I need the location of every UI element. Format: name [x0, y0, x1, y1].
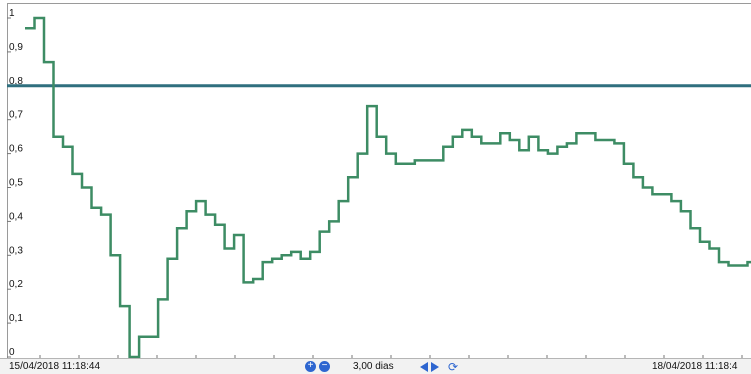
- end-date-label: 18/04/2018 11:18:4: [652, 361, 738, 372]
- trend-chart: 0 0,1 0,2 0,3 0,4 0,5 0,6 0,7 0,8 0,9 1: [7, 8, 751, 359]
- plot-area: [7, 3, 751, 358]
- y-tick-label: 0,6: [9, 144, 23, 155]
- y-tick-label: 0,8: [9, 76, 23, 87]
- y-tick-label: 0,4: [9, 211, 23, 222]
- next-icon[interactable]: [431, 362, 439, 372]
- period-label: 3,00 dias: [353, 361, 394, 372]
- y-tick-label: 0,2: [9, 279, 23, 290]
- start-date-label: 15/04/2018 11:18:44: [9, 361, 101, 372]
- y-tick-label: 0: [9, 347, 15, 358]
- refresh-icon[interactable]: ⟳: [448, 360, 459, 374]
- zoom-out-icon[interactable]: −: [319, 361, 330, 372]
- y-tick-label: 0,3: [9, 245, 23, 256]
- y-tick-label: 0,9: [9, 42, 23, 53]
- zoom-in-icon[interactable]: +: [305, 361, 316, 372]
- timeline-bar: 15/04/2018 11:18:44 + − 3,00 dias ⟳ 18/0…: [0, 358, 751, 374]
- y-tick-label: 1: [9, 8, 15, 19]
- y-tick-label: 0,1: [9, 313, 23, 324]
- y-tick-label: 0,5: [9, 178, 23, 189]
- series-line: [25, 16, 751, 359]
- y-tick-label: 0,7: [9, 110, 23, 121]
- previous-icon[interactable]: [420, 362, 428, 372]
